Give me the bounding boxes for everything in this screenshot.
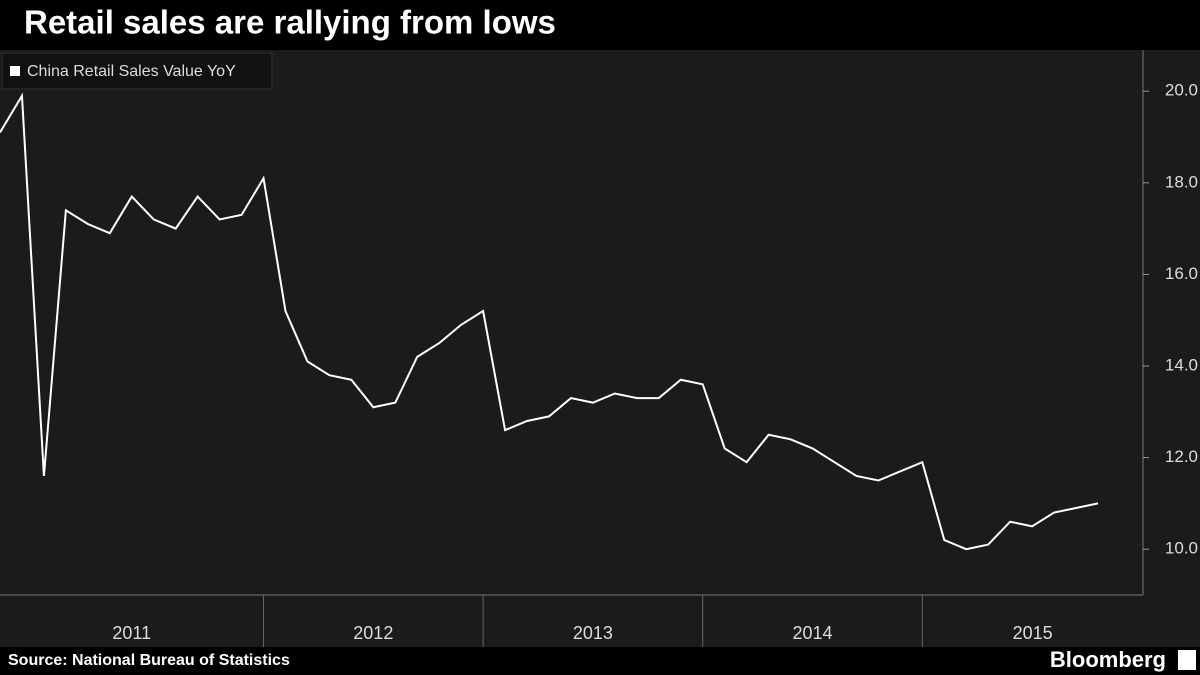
legend-swatch — [10, 66, 20, 76]
legend-label: China Retail Sales Value YoY — [27, 63, 236, 80]
y-tick-label: 14.0 — [1165, 355, 1198, 374]
brand: Bloomberg — [1050, 647, 1166, 672]
x-tick-label: 2015 — [1013, 623, 1053, 643]
legend-box — [1, 52, 273, 90]
x-tick-label: 2012 — [353, 623, 393, 643]
source: Source: National Bureau of Statistics — [8, 652, 290, 669]
y-tick-label: 18.0 — [1165, 172, 1198, 191]
data-line — [0, 92, 1099, 551]
x-tick-label: 2013 — [573, 623, 613, 643]
brand-icon — [1178, 650, 1196, 670]
y-tick-label: 10.0 — [1165, 539, 1198, 558]
plot-background — [0, 50, 1200, 647]
y-tick-label: 16.0 — [1165, 264, 1198, 283]
x-tick-label: 2011 — [112, 623, 151, 643]
y-tick-label: 20.0 — [1165, 81, 1198, 100]
x-tick-label: 2014 — [792, 623, 832, 643]
y-tick-label: 12.0 — [1165, 447, 1198, 466]
chart-title: Retail sales are rallying from lows — [24, 4, 556, 41]
